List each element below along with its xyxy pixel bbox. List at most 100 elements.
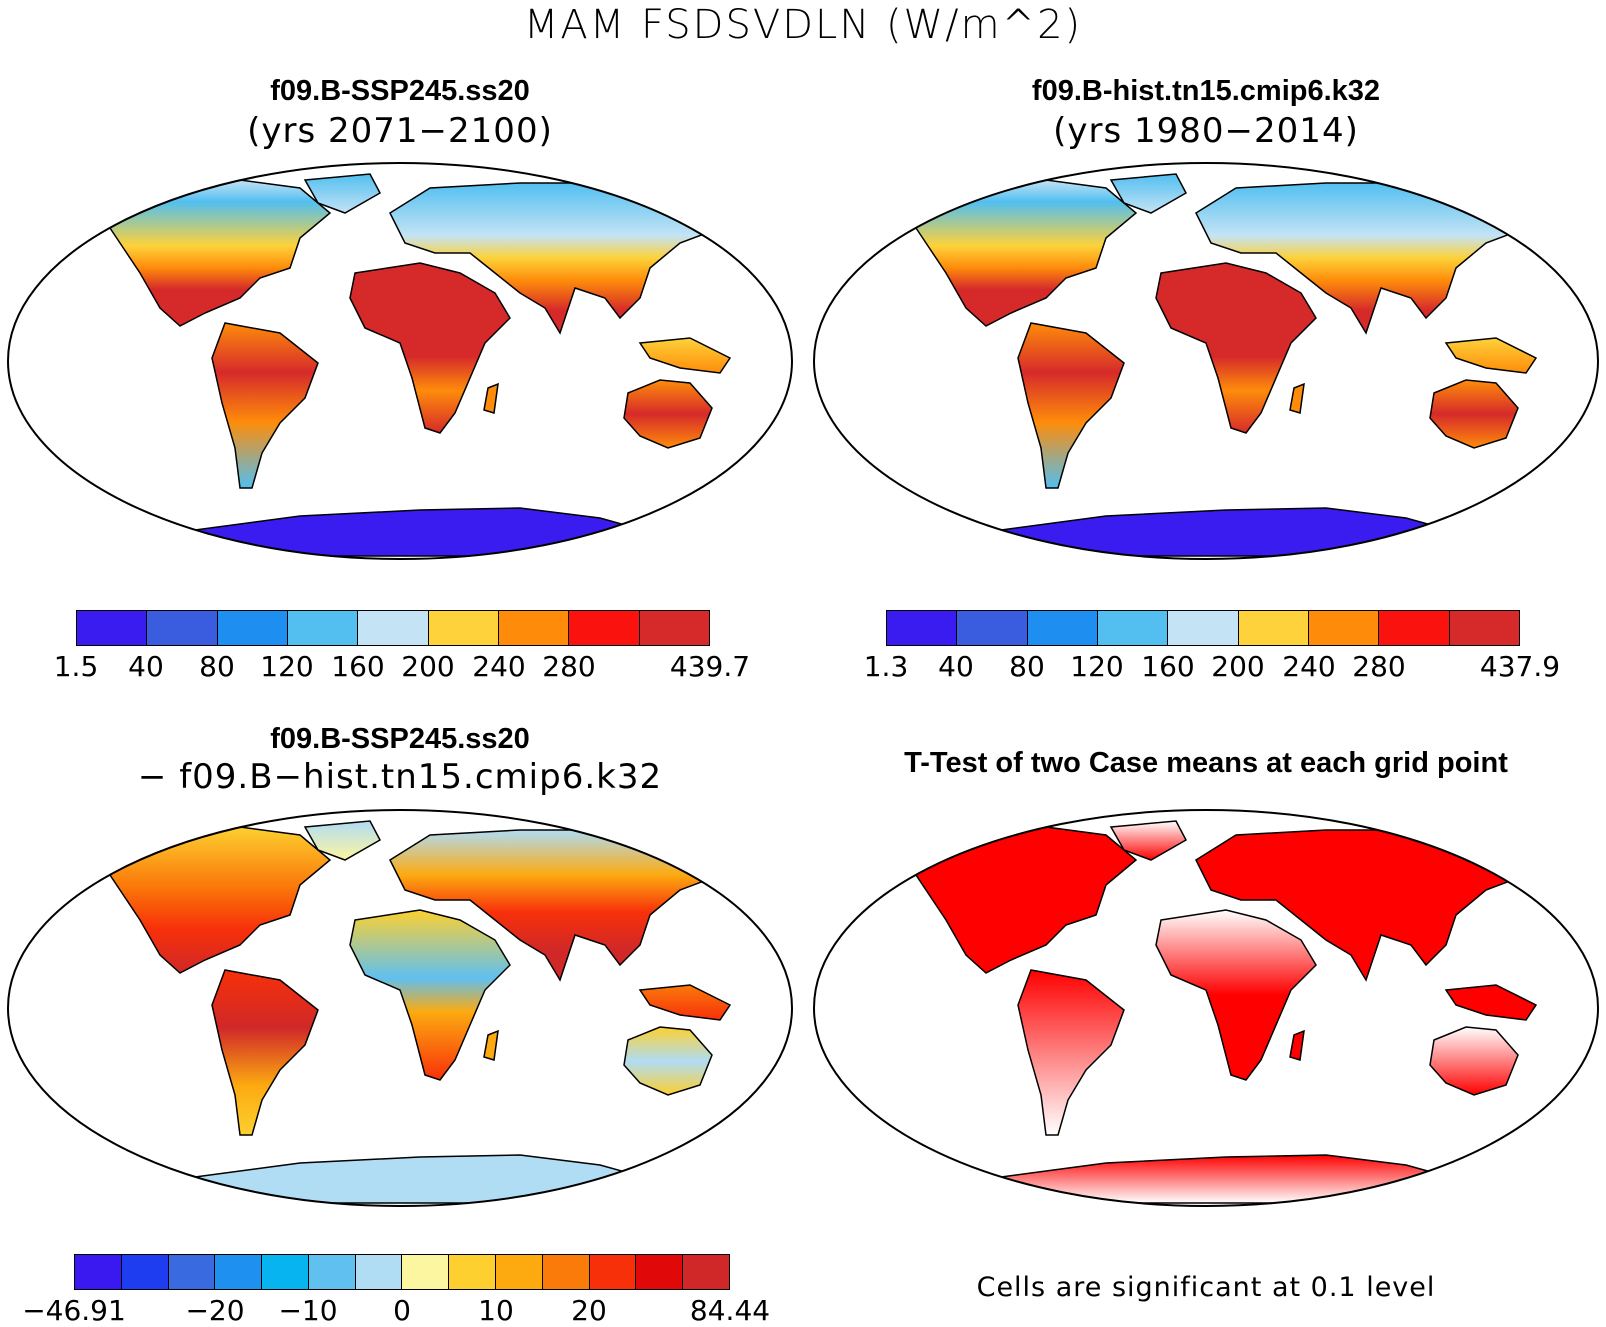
colorbar-swatch bbox=[262, 1255, 309, 1289]
world-map-tl bbox=[7, 162, 793, 560]
colorbar-swatch bbox=[1027, 611, 1098, 645]
tick-label: 10 bbox=[478, 1294, 514, 1327]
colorbar-swatch bbox=[358, 611, 429, 645]
colorbar-swatch bbox=[168, 1255, 216, 1289]
colorbar-swatch bbox=[75, 1255, 122, 1289]
colorbar-swatch bbox=[308, 1255, 356, 1289]
tick-label: 280 bbox=[1352, 650, 1406, 683]
colorbar-swatch bbox=[217, 611, 288, 645]
colorbar-ticks-bl: −46.91 −20 −10 0 10 20 84.44 bbox=[22, 1294, 770, 1327]
landmass-africa bbox=[1155, 909, 1317, 1081]
colorbar-swatches bbox=[886, 610, 1520, 646]
tick-label: 240 bbox=[1282, 650, 1336, 683]
landmass-madagascar bbox=[1289, 1029, 1305, 1061]
tick-label: 84.44 bbox=[689, 1294, 771, 1327]
colorbar-swatch bbox=[589, 1255, 637, 1289]
tick-label: 80 bbox=[1009, 650, 1045, 683]
tick-label: 1.3 bbox=[863, 650, 909, 683]
landmass-antarctica bbox=[938, 507, 1473, 557]
landmass-greenland bbox=[1109, 173, 1188, 214]
landmass-australia bbox=[623, 379, 713, 449]
colorbar-swatch bbox=[215, 1255, 263, 1289]
landmass-samerica bbox=[211, 969, 319, 1136]
world-map-tr bbox=[813, 162, 1599, 560]
panel-title-bl: f09.B-SSP245.ss20 bbox=[270, 723, 530, 755]
landmass-africa bbox=[349, 909, 511, 1081]
colorbar-swatch bbox=[402, 1255, 450, 1289]
landmass-namerica bbox=[904, 826, 1138, 974]
landmass-madagascar bbox=[483, 382, 499, 414]
colorbar-swatch bbox=[355, 1255, 403, 1289]
colorbar-swatches bbox=[76, 610, 710, 646]
tick-label: 20 bbox=[571, 1294, 607, 1327]
tick-label: −10 bbox=[278, 1294, 338, 1327]
landmass-greenland bbox=[303, 820, 382, 861]
colorbar-swatch bbox=[287, 611, 359, 645]
colorbar-swatch bbox=[496, 1255, 543, 1289]
landmass-samerica bbox=[1017, 969, 1125, 1136]
colorbar-swatch bbox=[1168, 611, 1239, 645]
map-border bbox=[813, 162, 1599, 560]
landmass-australia bbox=[623, 1026, 713, 1096]
colorbar-swatch bbox=[498, 611, 570, 645]
panel-title-tr: f09.B-hist.tn15.cmip6.k32 bbox=[1031, 75, 1381, 107]
panel-subtitle-tl: (yrs 2071−2100) bbox=[247, 111, 553, 151]
landmass-australia bbox=[1429, 1026, 1519, 1096]
colorbar-bl bbox=[74, 1254, 730, 1290]
landmass-greenland bbox=[303, 173, 382, 214]
tick-label: 0 bbox=[393, 1294, 411, 1327]
panel-subtitle-tr: (yrs 1980−2014) bbox=[1053, 111, 1359, 151]
tick-label: 120 bbox=[260, 650, 314, 683]
colorbar-swatch bbox=[542, 1255, 590, 1289]
landmass-namerica bbox=[98, 179, 332, 327]
tick-label: −20 bbox=[185, 1294, 245, 1327]
tick-label: 200 bbox=[401, 650, 455, 683]
colorbar-tr bbox=[886, 610, 1520, 646]
figure-title: MAM FSDSVDLN (W/m^2) bbox=[523, 2, 1083, 48]
tick-label: 280 bbox=[542, 650, 596, 683]
tick-label: 439.7 bbox=[669, 650, 751, 683]
colorbar-swatch bbox=[1308, 611, 1380, 645]
landmass-africa bbox=[349, 262, 511, 434]
colorbar-swatch bbox=[887, 611, 958, 645]
colorbar-tl bbox=[76, 610, 710, 646]
landmass-africa bbox=[1155, 262, 1317, 434]
colorbar-swatch bbox=[428, 611, 499, 645]
colorbar-swatch bbox=[683, 1255, 729, 1289]
colorbar-swatches bbox=[74, 1254, 730, 1290]
significance-note: Cells are significant at 0.1 level bbox=[976, 1272, 1436, 1303]
tick-label: 120 bbox=[1070, 650, 1124, 683]
colorbar-swatch bbox=[639, 611, 709, 645]
colorbar-swatch bbox=[569, 611, 640, 645]
tick-label: 160 bbox=[331, 650, 385, 683]
map-border bbox=[7, 809, 793, 1207]
landmass-madagascar bbox=[483, 1029, 499, 1061]
colorbar-swatch bbox=[449, 1255, 497, 1289]
colorbar-swatch bbox=[1379, 611, 1450, 645]
colorbar-swatch bbox=[121, 1255, 169, 1289]
landmass-samerica bbox=[211, 322, 319, 489]
panel-title-br: T-Test of two Case means at each grid po… bbox=[904, 747, 1508, 779]
tick-label: 40 bbox=[128, 650, 164, 683]
world-map-br bbox=[813, 809, 1599, 1207]
landmass-seasia bbox=[1444, 984, 1538, 1021]
landmass-namerica bbox=[904, 179, 1138, 327]
map-border bbox=[7, 162, 793, 560]
landmass-antarctica bbox=[132, 507, 667, 557]
landmass-antarctica bbox=[132, 1154, 667, 1204]
tick-label: 240 bbox=[472, 650, 526, 683]
landmass-madagascar bbox=[1289, 382, 1305, 414]
panel-subtitle-bl: − f09.B−hist.tn15.cmip6.k32 bbox=[137, 757, 663, 797]
colorbar-swatch bbox=[1449, 611, 1519, 645]
landmass-seasia bbox=[638, 337, 732, 374]
landmass-antarctica bbox=[938, 1154, 1473, 1204]
tick-label: 200 bbox=[1211, 650, 1265, 683]
colorbar-swatch bbox=[1238, 611, 1309, 645]
panel-title-tl: f09.B-SSP245.ss20 bbox=[270, 75, 530, 107]
landmass-namerica bbox=[98, 826, 332, 974]
landmass-seasia bbox=[1444, 337, 1538, 374]
tick-label: 437.9 bbox=[1479, 650, 1561, 683]
tick-label: 80 bbox=[199, 650, 235, 683]
colorbar-swatch bbox=[1097, 611, 1169, 645]
landmass-greenland bbox=[1109, 820, 1188, 861]
